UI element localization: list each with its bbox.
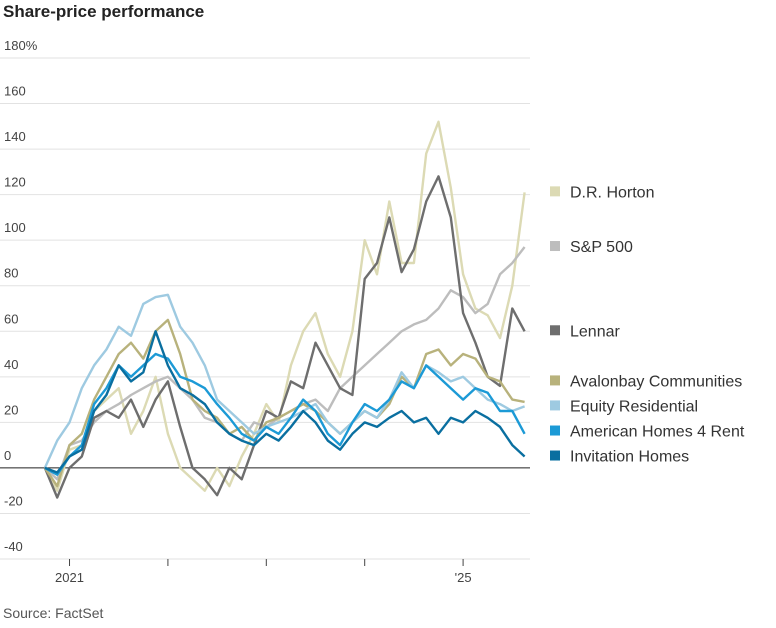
y-tick-label: 0 xyxy=(4,448,11,463)
series-line xyxy=(44,330,526,474)
legend-label: Invitation Homes xyxy=(570,449,689,466)
y-tick-label: 180% xyxy=(4,38,38,53)
y-tick-label: 120 xyxy=(4,175,26,190)
legend-swatch xyxy=(550,400,560,411)
chart-title: Share-price performance xyxy=(3,2,204,21)
legend-label: Equity Residential xyxy=(570,398,698,415)
legend-label: S&P 500 xyxy=(570,239,633,256)
legend-swatch xyxy=(550,375,560,386)
legend-label: Avalonbay Communities xyxy=(570,373,742,390)
y-tick-label: 20 xyxy=(4,402,18,417)
legend-swatch xyxy=(550,450,560,461)
legend-swatch xyxy=(550,425,560,436)
y-tick-label: 100 xyxy=(4,220,26,235)
source: Source: FactSet xyxy=(3,605,103,621)
legend-label: American Homes 4 Rent xyxy=(570,424,745,441)
legend-label: D.R. Horton xyxy=(570,184,654,201)
series-line xyxy=(44,352,526,476)
legend-swatch xyxy=(550,241,560,252)
x-tick-label: 2021 xyxy=(55,570,84,585)
series-line xyxy=(43,120,526,492)
legend-swatch xyxy=(550,186,560,197)
y-tick-label: 140 xyxy=(4,129,26,144)
y-tick-label: 40 xyxy=(4,357,18,372)
y-tick-label: -20 xyxy=(4,493,23,508)
series-line xyxy=(43,293,526,469)
y-tick-label: 160 xyxy=(4,84,26,99)
x-tick-label: '25 xyxy=(455,570,472,585)
series-line xyxy=(43,175,526,499)
series-line xyxy=(43,318,525,488)
y-tick-label: 60 xyxy=(4,311,18,326)
legend-label: Lennar xyxy=(570,323,620,340)
y-tick-label: 80 xyxy=(4,266,18,281)
y-tick-label: -40 xyxy=(4,539,23,554)
legend-swatch xyxy=(550,325,560,336)
